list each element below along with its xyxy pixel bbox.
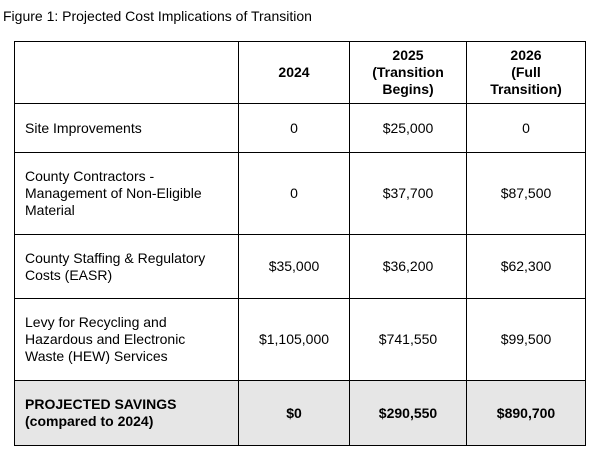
table-row-hew-levy: Levy for Recycling and Hazardous and Ele… — [14, 298, 586, 381]
header-blank-cell — [14, 41, 239, 104]
row-label: County Staffing & Regulatory Costs (EASR… — [14, 234, 239, 299]
figure-caption: Figure 1: Projected Cost Implications of… — [3, 8, 312, 24]
cell-2024: $0 — [238, 380, 350, 446]
cell-2026: $87,500 — [466, 152, 586, 235]
cell-2026: $99,500 — [466, 298, 586, 381]
cell-2026: 0 — [466, 103, 586, 153]
cell-2024: $1,105,000 — [238, 298, 350, 381]
table-row-county-contractors: County Contractors - Management of Non-E… — [14, 152, 586, 235]
cell-2025: $36,200 — [349, 234, 467, 299]
cell-2024: 0 — [238, 152, 350, 235]
header-2026: 2026 (Full Transition) — [466, 41, 586, 104]
cell-2025: $741,550 — [349, 298, 467, 381]
cell-2026: $890,700 — [466, 380, 586, 446]
table-row-county-staffing: County Staffing & Regulatory Costs (EASR… — [14, 234, 586, 299]
header-2025: 2025 (Transition Begins) — [349, 41, 467, 104]
cell-2024: $35,000 — [238, 234, 350, 299]
cell-2024: 0 — [238, 103, 350, 153]
cell-2025: $25,000 — [349, 103, 467, 153]
header-2024: 2024 — [238, 41, 350, 104]
cell-2026: $62,300 — [466, 234, 586, 299]
table-row-projected-savings: PROJECTED SAVINGS (compared to 2024) $0 … — [14, 380, 586, 446]
cost-table: 2024 2025 (Transition Begins) 2026 (Full… — [14, 41, 586, 446]
row-label: Site Improvements — [14, 103, 239, 153]
row-label: Levy for Recycling and Hazardous and Ele… — [14, 298, 239, 381]
row-label: PROJECTED SAVINGS (compared to 2024) — [14, 380, 239, 446]
table-row-site-improvements: Site Improvements 0 $25,000 0 — [14, 103, 586, 153]
cell-2025: $37,700 — [349, 152, 467, 235]
header-row: 2024 2025 (Transition Begins) 2026 (Full… — [14, 41, 586, 104]
row-label: County Contractors - Management of Non-E… — [14, 152, 239, 235]
cell-2025: $290,550 — [349, 380, 467, 446]
